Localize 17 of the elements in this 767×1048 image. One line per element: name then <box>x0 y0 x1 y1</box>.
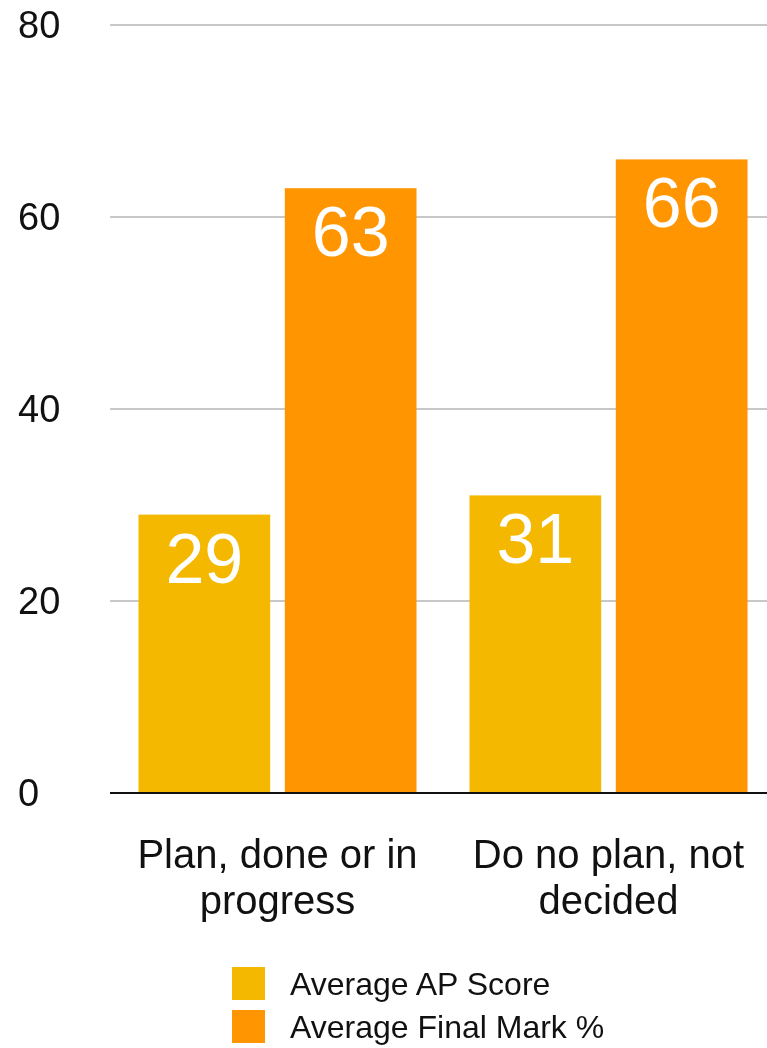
bar <box>615 159 748 793</box>
legend-label: Average AP Score <box>290 966 551 1003</box>
x-tick-label: Plan, done or in progress <box>137 832 418 922</box>
data-label: 29 <box>165 519 244 598</box>
bar <box>469 495 602 793</box>
y-tick-label: 80 <box>18 4 61 47</box>
y-tick-label: 60 <box>18 196 61 239</box>
x-tick-label: Do no plan, not decided <box>472 832 745 922</box>
bar <box>138 514 271 793</box>
legend-label: Average Final Mark % <box>290 1009 605 1046</box>
data-label: 63 <box>311 193 390 272</box>
y-tick-label: 20 <box>18 580 61 623</box>
bar <box>284 188 417 793</box>
y-tick-label: 0 <box>18 772 40 815</box>
data-label: 31 <box>496 500 575 579</box>
y-tick-label: 40 <box>18 388 61 431</box>
data-label: 66 <box>642 164 721 243</box>
